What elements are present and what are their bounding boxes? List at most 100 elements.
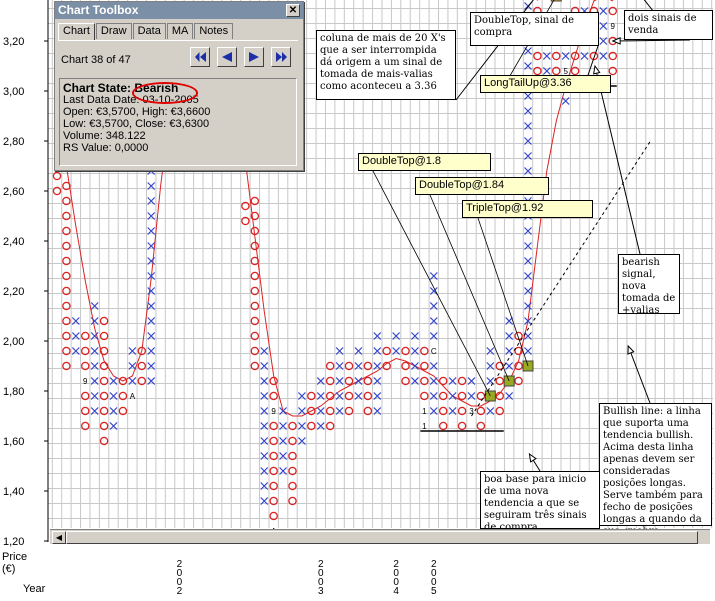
x-mark [524,302,532,310]
o-mark [589,51,599,61]
o-mark [457,376,467,386]
x-mark [335,407,344,415]
x-mark [429,377,438,385]
y-tick-label: 2,40 [3,236,24,248]
scroll-left-icon[interactable]: ◀ [52,531,66,544]
last-icon[interactable] [271,47,291,67]
tab-ma[interactable]: MA [166,23,194,39]
o-mark [250,316,260,326]
month-label: 9 [83,377,88,386]
prev-icon[interactable] [217,47,237,67]
x-mark [524,107,532,115]
x-mark [524,257,532,265]
x-mark [147,272,156,280]
pattern-label-tripletop-1-92[interactable]: TripleTop@1.92 [462,200,593,218]
x-mark [260,422,269,430]
pattern-label-longtailup-3-36[interactable]: LongTailUp@3.36 [480,75,611,93]
pf-column: A [599,7,608,60]
x-mark [411,362,419,370]
month-label: 5 [563,67,568,76]
o-mark [81,391,90,401]
month-label: 1 [422,422,427,431]
o-mark [608,6,618,16]
o-mark [457,421,467,431]
x-mark [335,377,344,385]
x-mark [429,407,438,415]
o-mark [250,361,260,371]
horizontal-scrollbar[interactable]: ◀ [50,529,710,544]
x-mark [260,377,269,385]
x-mark [599,37,608,45]
pattern-label-doubletop-1-8[interactable]: DoubleTop@1.8 [358,153,491,171]
low-close: Low: €3,5700, Close: €3,6300 [63,118,210,130]
pattern-label-doubletop-1-84[interactable]: DoubleTop@1.84 [415,177,549,195]
y-tick-label: 3,00 [3,86,24,98]
x-mark [373,347,382,355]
o-mark [288,496,297,506]
o-mark [382,361,391,371]
x-mark [486,407,495,415]
pf-column [392,332,401,355]
tab-draw[interactable]: Draw [95,23,132,39]
x-mark [279,422,288,430]
x-mark [316,422,325,430]
o-mark [325,406,335,416]
chart-info-panel: Chart State: Bearish Last Data Date: 03-… [59,78,297,166]
x-mark [505,392,514,400]
month-label: 9 [611,22,616,31]
x-mark [486,347,495,355]
x-mark [448,407,457,415]
o-mark [81,421,90,431]
signal-marker [503,375,515,387]
x-mark [297,407,306,415]
x-mark [486,362,495,370]
x-mark [147,302,156,310]
x-mark [147,257,156,265]
x-mark [147,362,156,370]
o-mark [307,421,316,431]
x-mark [90,347,99,355]
x-mark [524,62,532,70]
x-mark [109,392,118,400]
tab-data[interactable]: Data [132,23,166,39]
o-mark [81,361,90,371]
pf-column [99,316,109,446]
x-mark [109,377,118,385]
pf-column: 9 [81,331,90,431]
toolbox-titlebar[interactable]: Chart Toolbox ✕ [55,2,303,19]
x-mark [90,362,99,370]
o-mark [325,421,335,431]
x-mark [373,362,382,370]
scrollbar-thumb[interactable] [66,531,698,544]
tab-chart[interactable]: Chart [58,23,95,41]
pf-column [457,376,467,431]
tab-notes[interactable]: Notes [194,23,234,39]
o-mark [438,406,448,416]
annotation-good-base: boa base para inicio de uma nova tendenc… [480,471,600,533]
close-icon[interactable]: ✕ [286,4,300,17]
pf-column [118,376,128,416]
x-mark [260,347,269,355]
pf-column [505,317,514,400]
o-mark [62,226,71,236]
o-mark [99,316,109,326]
annotation-bearish-signal: bearish signal, nova tomada de +valias [618,254,680,316]
o-mark [81,331,90,341]
o-mark [495,376,504,386]
x-mark [90,377,99,385]
x-mark [260,407,269,415]
o-mark [250,271,260,281]
o-mark [269,451,278,461]
first-icon[interactable] [190,47,210,67]
pf-column [250,196,260,371]
pf-column [316,377,325,430]
x-mark [335,362,344,370]
o-mark [363,361,373,371]
o-mark [62,301,71,311]
x-mark [524,242,532,250]
o-mark [344,376,354,386]
chart-toolbox[interactable]: Chart Toolbox ✕ Chart Draw Data MA Notes… [54,1,304,171]
x-mark [109,407,118,415]
next-icon[interactable] [244,47,264,67]
